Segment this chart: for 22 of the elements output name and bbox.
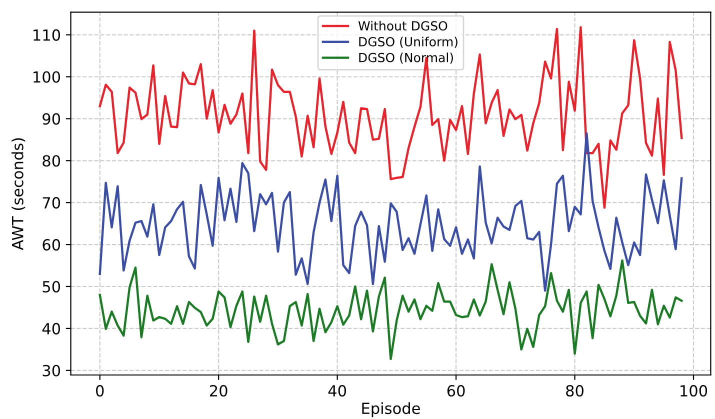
x-tick-label: 20 [210,384,228,397]
x-tick-label: 100 [680,384,708,397]
y-tick-label: 90 [42,113,60,125]
x-axis-title: Episode [362,402,420,418]
x-tick-label: 40 [328,384,346,397]
y-tick-label: 110 [34,29,60,41]
x-tick-label: 60 [447,384,465,397]
y-tick-label: 40 [42,322,60,334]
y-tick-label: 60 [42,239,60,251]
line-series [98,132,683,292]
legend-label: DGSO (Uniform) [359,36,458,48]
x-tick-label: 0 [96,384,104,397]
legend-label: Without DGSO [358,20,448,31]
y-tick-label: 30 [42,364,60,376]
line-series [98,259,683,360]
x-tick-label: 80 [566,384,584,397]
y-tick-label: 100 [34,71,60,83]
y-axis-title: AWT (seconds) [12,138,26,250]
y-tick-label: 50 [42,280,60,293]
y-tick-label: 70 [42,197,60,209]
y-tick-label: 80 [42,155,60,167]
legend-label: DGSO (Normal) [359,52,453,64]
